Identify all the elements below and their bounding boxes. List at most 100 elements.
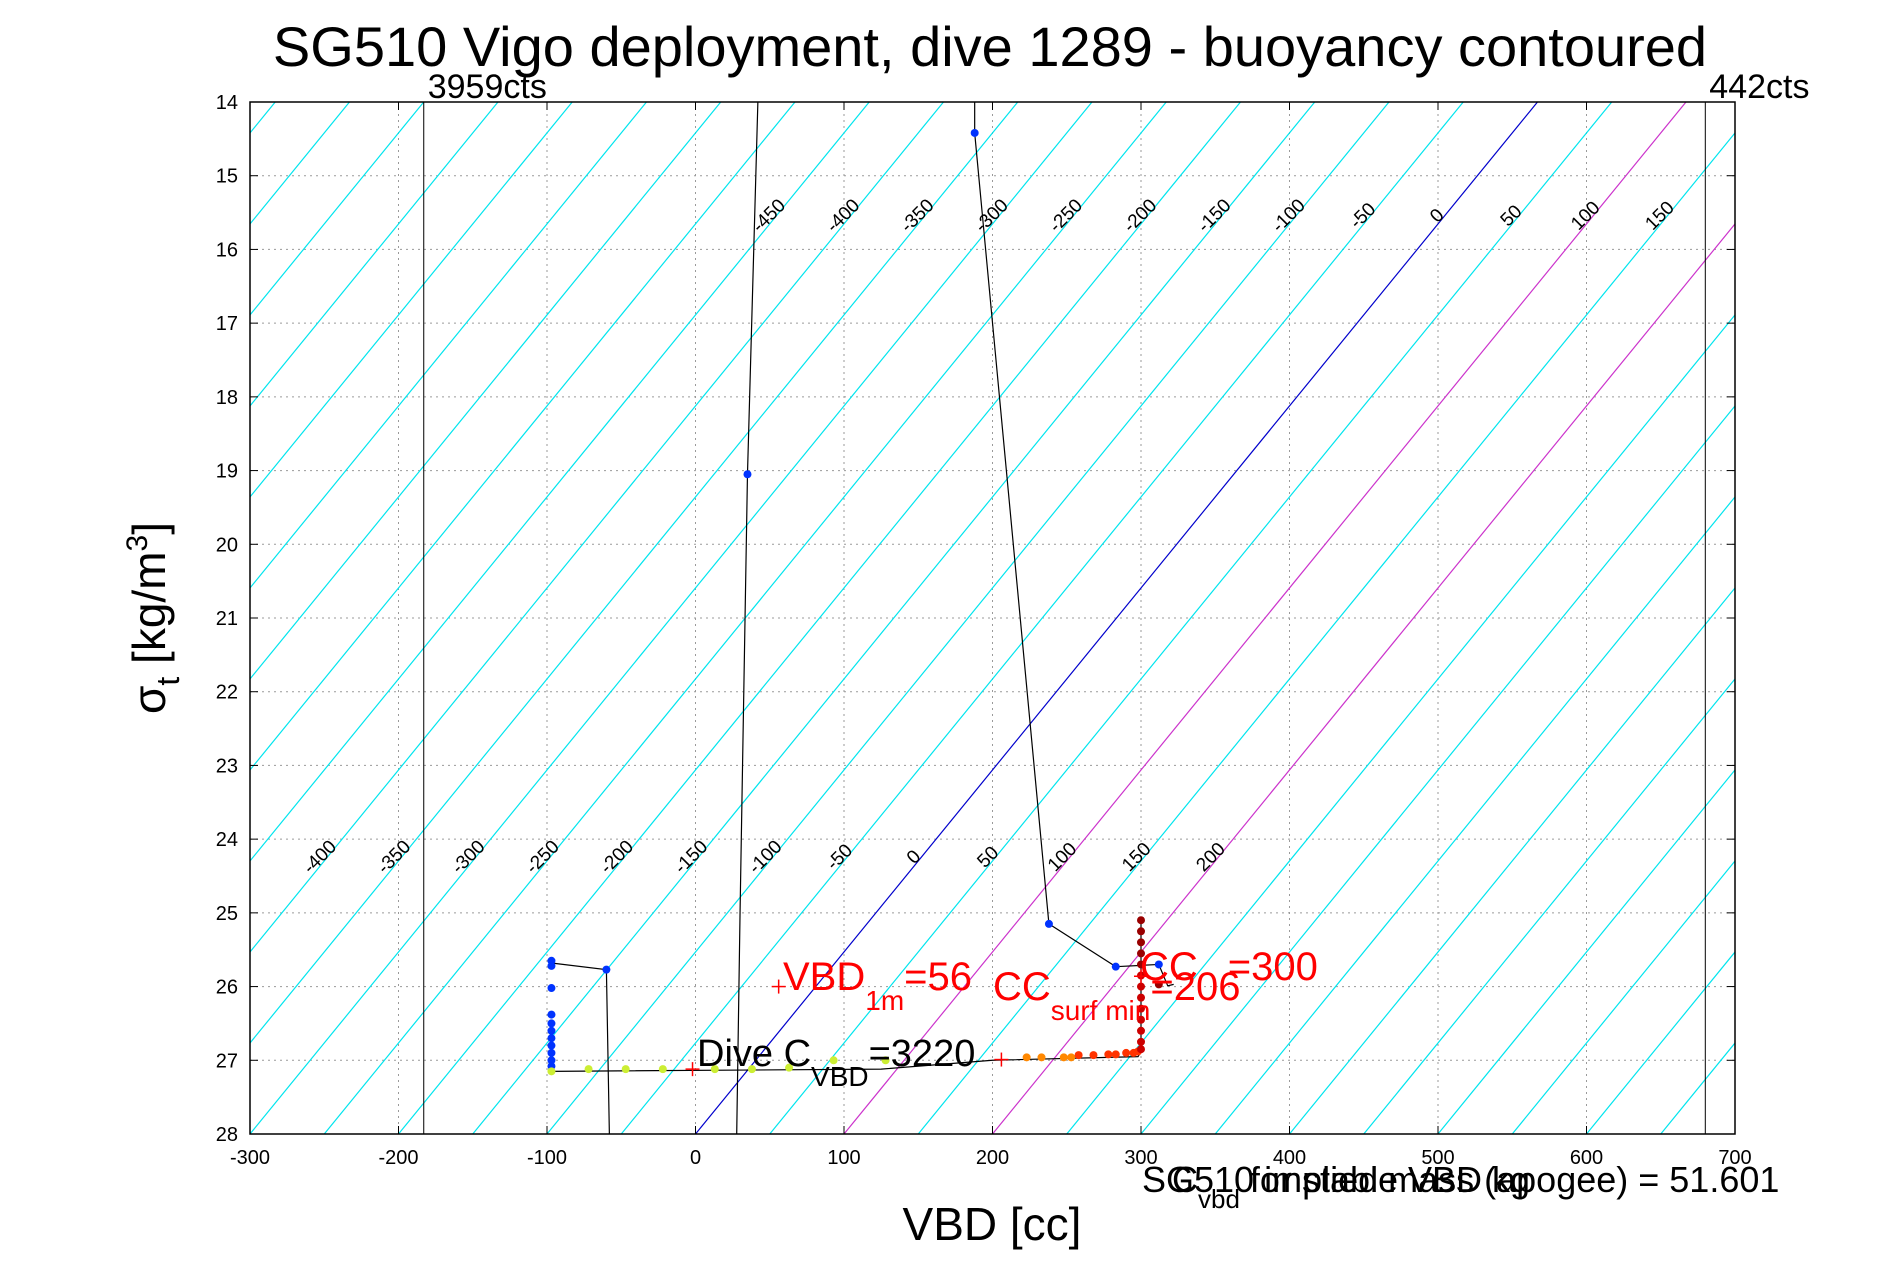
data-point <box>547 1041 556 1050</box>
contour-line <box>843 102 1687 1134</box>
data-point <box>547 1056 556 1065</box>
y-axis-label-symbol: σ <box>123 686 175 714</box>
y-axis-label-unit: [kg/m <box>123 551 175 676</box>
y-tick-label: 17 <box>216 313 238 335</box>
contour-line <box>546 102 1390 1134</box>
x-tick-label: 300 <box>1124 1147 1157 1169</box>
chart-title: SG510 Vigo deployment, dive 1289 - buoya… <box>273 15 1707 78</box>
y-axis-label-sup: 3 <box>121 535 154 552</box>
data-point <box>1154 960 1163 969</box>
x-tick-label: -100 <box>527 1147 567 1169</box>
contour-line <box>1289 587 1735 1134</box>
x-tick-label: 100 <box>827 1147 860 1169</box>
contour-line <box>250 102 944 953</box>
data-point <box>547 1067 556 1076</box>
data-point <box>1137 1026 1145 1035</box>
contour-line <box>1511 860 1735 1134</box>
x-tick-label: 500 <box>1421 1147 1454 1169</box>
data-point <box>1137 982 1145 991</box>
cc-300-value: =300 <box>1228 945 1318 989</box>
data-point <box>584 1065 593 1074</box>
x-tick-label: -200 <box>378 1147 418 1169</box>
data-point <box>1137 1045 1145 1054</box>
data-point <box>829 1056 838 1065</box>
data-point <box>1059 1053 1068 1062</box>
x-tick-label: 700 <box>1718 1147 1751 1169</box>
contour-line <box>250 102 870 862</box>
y-tick-label: 21 <box>216 608 238 630</box>
contour-line <box>250 102 499 407</box>
y-tick-label: 26 <box>216 977 238 999</box>
y-tick-label: 24 <box>216 829 238 851</box>
data-point <box>1137 960 1145 969</box>
cvbd-main: C <box>1172 1159 1198 1200</box>
y-axis-label: σt [kg/m3] <box>121 522 186 714</box>
data-point <box>547 1034 556 1043</box>
cc-surf-value: =206 <box>1150 965 1240 1009</box>
data-point <box>547 1026 556 1035</box>
data-point <box>1137 1015 1145 1024</box>
data-point <box>1137 938 1145 947</box>
y-tick-label: 25 <box>216 903 238 925</box>
data-point <box>881 1056 890 1065</box>
vbd-limit-label: 442cts <box>1709 68 1809 106</box>
data-point <box>747 1065 756 1074</box>
dive-c-vbd-annotation: Dive CVBD=3220 <box>697 1033 975 1092</box>
x-tick-label: 200 <box>976 1147 1009 1169</box>
data-point <box>785 1063 794 1072</box>
annotations: VBD1m=56 CCsurf min=206 CC =300 Dive CVBD… <box>697 945 1779 1214</box>
y-tick-label: 14 <box>216 92 238 114</box>
data-point <box>621 1065 630 1074</box>
data-point <box>547 984 556 993</box>
contour-line <box>250 102 425 316</box>
data-point <box>658 1065 667 1074</box>
contour-line <box>250 102 647 589</box>
y-tick-label: 15 <box>216 166 238 188</box>
data-point <box>970 128 979 137</box>
data-point <box>1044 919 1053 928</box>
axes: -300 -200 -100 0 100 200 300 400 500 600 700 14 15 16… <box>216 92 1752 1169</box>
data-point <box>1104 1050 1113 1059</box>
data-point <box>1137 927 1145 936</box>
vbd-1m-main: VBD <box>783 955 865 999</box>
y-axis-label-close: ] <box>123 522 175 535</box>
vbd-1m-value: =56 <box>904 955 972 999</box>
contour-line <box>1214 496 1735 1134</box>
data-point <box>1137 916 1145 925</box>
data-point <box>1137 993 1145 1002</box>
vbd-limit-label: 3959cts <box>428 68 547 106</box>
dive-trace-line <box>736 102 759 1134</box>
cc-surf-sub: surf min <box>1051 995 1151 1026</box>
y-tick-label: 28 <box>216 1124 238 1146</box>
dive-c-value: =3220 <box>869 1033 976 1075</box>
contour-line <box>917 131 1735 1134</box>
implied-mass-annotation: SG510 implied mass (apogee) = 51.601 <box>1142 1159 1779 1200</box>
dive-c-sub: VBD <box>811 1061 869 1092</box>
contour-line <box>1066 314 1735 1134</box>
contour-line <box>250 102 573 498</box>
contour-line <box>250 102 1019 1044</box>
x-tick-label: 0 <box>690 1147 701 1169</box>
vbd-1m-annotation: VBD1m=56 <box>783 955 972 1016</box>
data-point <box>1137 1037 1145 1046</box>
buoyancy-contours <box>250 102 1735 1134</box>
contour-line <box>769 102 1613 1134</box>
vbd-1m-sub: 1m <box>865 985 904 1016</box>
y-tick-label: 23 <box>216 755 238 777</box>
cc-surf-main: CC <box>993 965 1051 1009</box>
cvbd-sub: vbd <box>1198 1184 1240 1214</box>
cc-300-annotation: CC =300 <box>1140 945 1318 989</box>
x-tick-label: 400 <box>1273 1147 1306 1169</box>
data-point <box>1122 1048 1131 1057</box>
data-point <box>1111 1050 1120 1059</box>
contour-line <box>250 102 722 680</box>
cvbd-rest: for stable VBD kg <box>1240 1159 1530 1200</box>
y-tick-label: 16 <box>216 239 238 261</box>
cvbd-overlap-annotation: Cvbd for stable VBD kg <box>1172 1159 1530 1214</box>
contour-line <box>620 102 1464 1134</box>
data-point <box>1154 980 1163 989</box>
y-tick-label: 20 <box>216 534 238 556</box>
contour-line <box>472 102 1316 1134</box>
